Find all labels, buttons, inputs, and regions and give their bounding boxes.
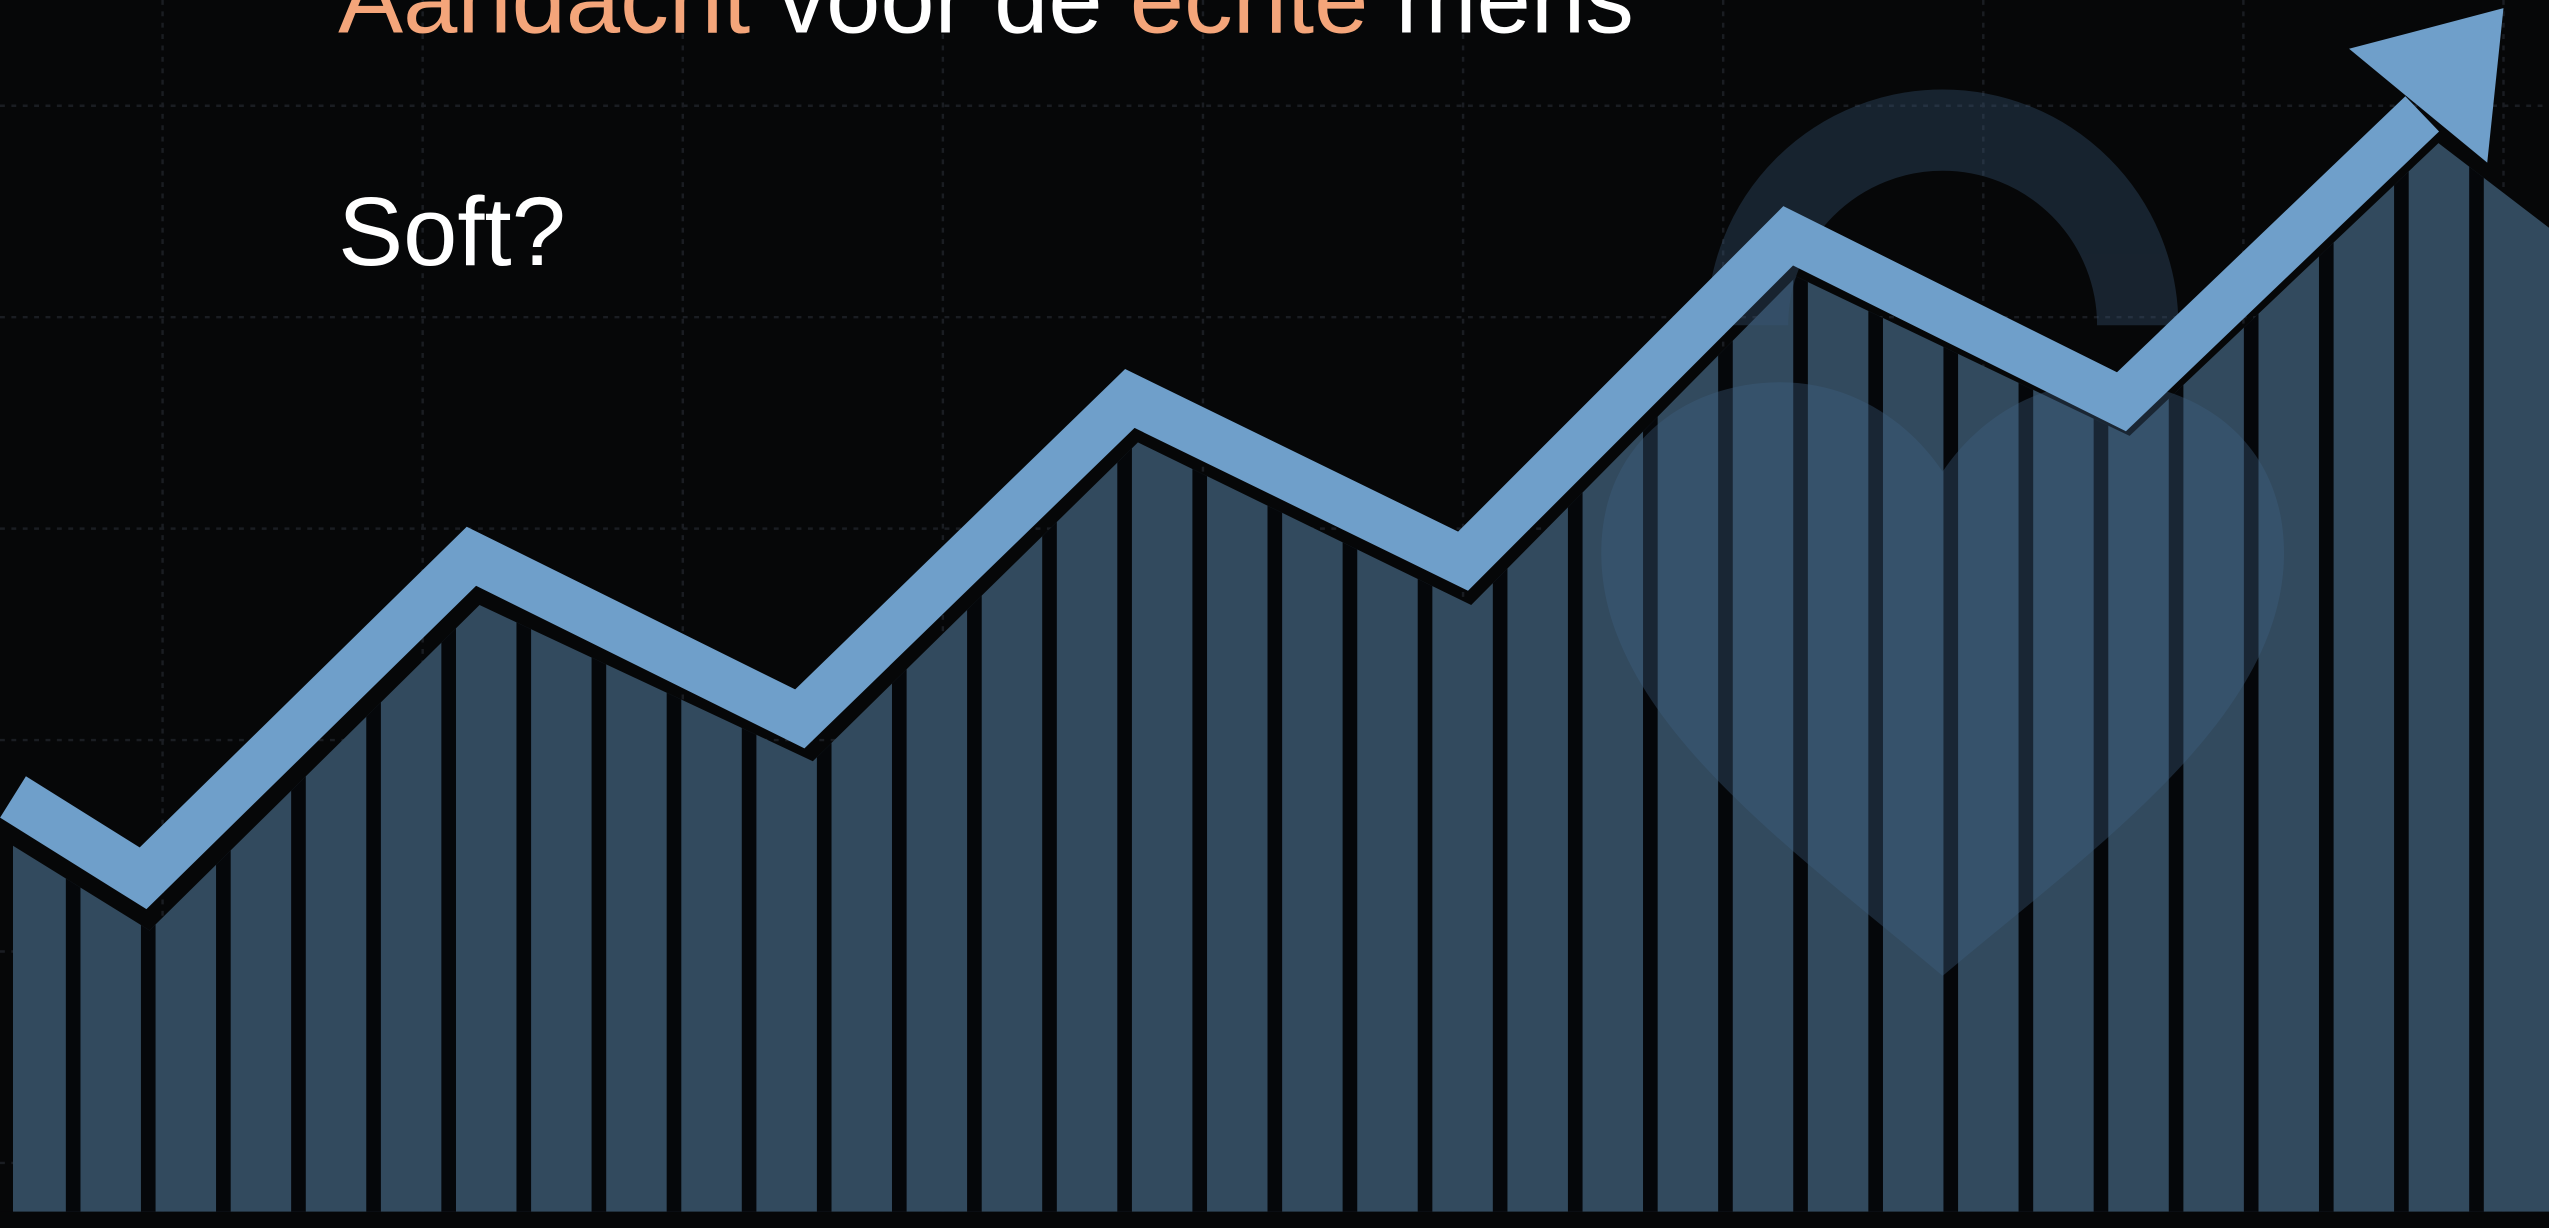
heading-word: voor (777, 0, 967, 54)
heading-word: mens (1395, 0, 1633, 54)
trend-arrow (0, 96, 2440, 910)
heading-word: de (994, 0, 1102, 54)
heading-word: echte (1130, 0, 1369, 54)
subheading: Soft? (338, 177, 566, 286)
arrow-head (2349, 8, 2504, 163)
heading: Aandacht voor de echte mens (338, 0, 1634, 54)
bottom-edge (0, 1211, 2549, 1228)
heading-word: Aandacht (338, 0, 750, 54)
